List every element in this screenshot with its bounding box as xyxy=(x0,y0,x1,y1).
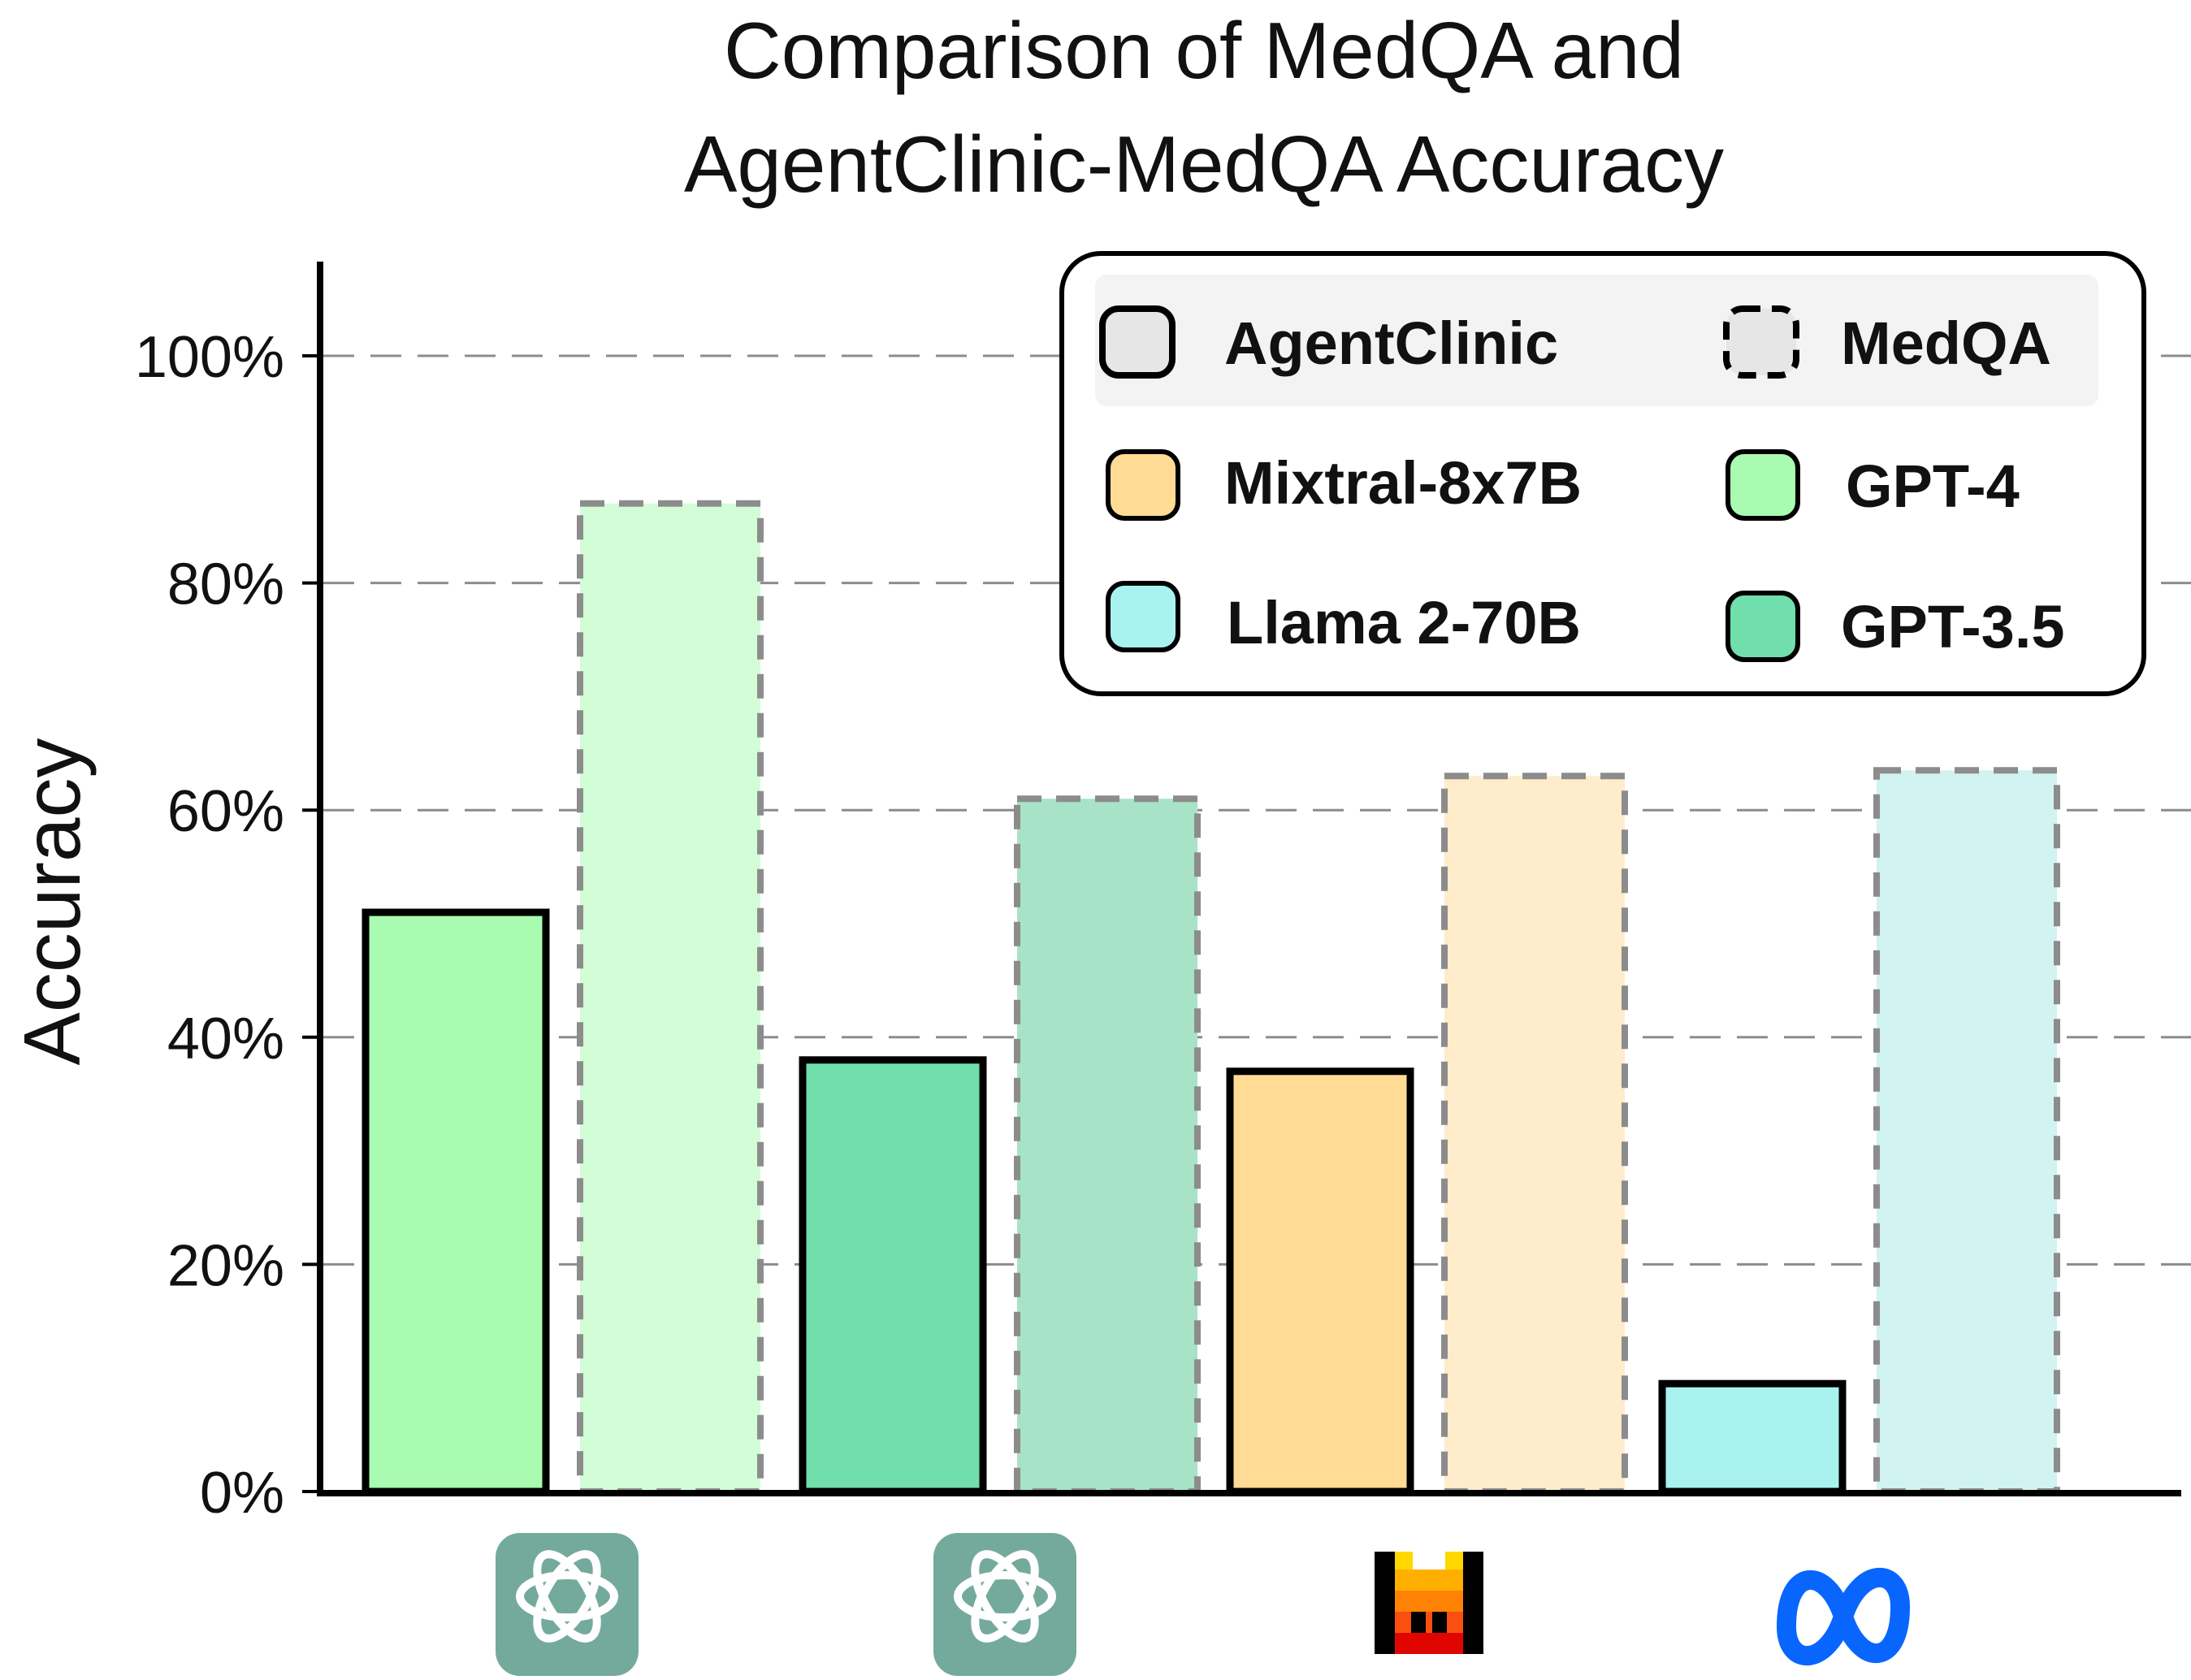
chart-title-line-2: AgentClinic-MedQA Accuracy xyxy=(684,119,1724,209)
chart-title-line-1: Comparison of MedQA and xyxy=(724,6,1684,95)
y-tick-label: 20% xyxy=(167,1233,284,1298)
y-tick-label: 80% xyxy=(167,552,284,617)
bar-mixtral-8x7b-agentclinic xyxy=(1226,1067,1414,1496)
legend-swatch-llama xyxy=(1106,581,1180,652)
y-tick-label: 100% xyxy=(135,325,284,390)
legend-swatch-medqa xyxy=(1723,305,1799,379)
bar-gpt-3-5-agentclinic xyxy=(799,1056,987,1496)
legend-swatch-mixtral xyxy=(1106,449,1180,521)
legend-swatch-gpt35 xyxy=(1726,591,1800,662)
legend-style-row-highlight xyxy=(1095,275,2098,406)
legend-label-agentclinic: AgentClinic xyxy=(1224,310,1558,377)
bar-mixtral-8x7b-medqa xyxy=(1441,773,1628,1495)
y-tick-label: 60% xyxy=(167,779,284,844)
bar-gpt-4-medqa xyxy=(577,500,764,1495)
legend-label-medqa: MedQA xyxy=(1841,310,2051,377)
y-tick-label: 40% xyxy=(167,1007,284,1072)
openai-logo-icon xyxy=(496,1533,639,1676)
bar-gpt-3-5-medqa xyxy=(1014,795,1201,1495)
mistral-logo-icon xyxy=(1375,1552,1483,1654)
legend-label-mixtral: Mixtral-8x7B xyxy=(1224,449,1582,517)
y-axis-label: Accuracy xyxy=(7,738,97,1065)
bar-llama-2-70b-agentclinic xyxy=(1658,1379,1847,1496)
openai-logo-icon xyxy=(933,1533,1076,1676)
legend-swatch-agentclinic xyxy=(1099,305,1176,379)
bar-llama-2-70b-medqa xyxy=(1873,767,2060,1495)
legend-label-llama: Llama 2-70B xyxy=(1227,589,1581,656)
meta-logo-icon xyxy=(1776,1567,1911,1666)
legend-label-gpt35: GPT-3.5 xyxy=(1841,593,2065,660)
y-axis-ticks: 0% 20% 40% 60% 80% 100% xyxy=(135,325,320,1526)
legend-swatch-gpt4 xyxy=(1726,449,1800,521)
y-tick-label: 0% xyxy=(200,1461,284,1526)
bar-gpt-4-agentclinic xyxy=(362,908,550,1496)
bars xyxy=(362,500,2060,1496)
legend-label-gpt4: GPT-4 xyxy=(1846,452,2020,520)
legend: AgentClinic MedQA Mixtral-8x7B GPT-4 Lla… xyxy=(1059,251,2146,696)
